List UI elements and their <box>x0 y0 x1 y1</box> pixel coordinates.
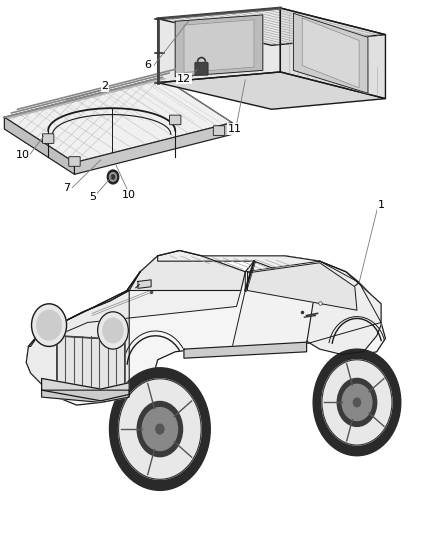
Polygon shape <box>184 342 307 358</box>
Circle shape <box>353 398 360 407</box>
Circle shape <box>322 360 392 445</box>
Polygon shape <box>59 290 241 335</box>
Text: 11: 11 <box>227 124 241 134</box>
Polygon shape <box>247 263 357 310</box>
Circle shape <box>313 349 401 456</box>
Text: 12: 12 <box>177 74 191 84</box>
Circle shape <box>103 318 123 343</box>
Circle shape <box>137 401 183 457</box>
Circle shape <box>119 379 201 479</box>
Circle shape <box>337 378 377 426</box>
FancyBboxPatch shape <box>170 115 181 125</box>
Circle shape <box>98 312 128 349</box>
Polygon shape <box>158 251 359 293</box>
FancyBboxPatch shape <box>213 126 225 135</box>
Polygon shape <box>158 72 385 109</box>
Text: 10: 10 <box>16 150 30 159</box>
Polygon shape <box>280 8 385 99</box>
Polygon shape <box>138 280 151 288</box>
Circle shape <box>32 304 67 346</box>
Polygon shape <box>175 15 263 77</box>
Polygon shape <box>74 123 232 174</box>
Polygon shape <box>302 18 359 88</box>
Text: 5: 5 <box>89 192 96 202</box>
Polygon shape <box>158 8 385 45</box>
Circle shape <box>110 173 117 181</box>
Polygon shape <box>42 378 129 401</box>
Polygon shape <box>26 290 129 401</box>
Polygon shape <box>307 261 381 354</box>
Polygon shape <box>4 117 74 174</box>
Circle shape <box>110 368 210 490</box>
Circle shape <box>107 170 119 184</box>
Polygon shape <box>28 272 140 346</box>
Polygon shape <box>4 77 232 163</box>
FancyBboxPatch shape <box>195 62 208 75</box>
Polygon shape <box>127 251 245 290</box>
FancyBboxPatch shape <box>42 134 54 143</box>
Text: 2: 2 <box>102 82 109 91</box>
Circle shape <box>111 175 115 179</box>
Polygon shape <box>42 390 129 402</box>
Text: 6: 6 <box>145 60 152 70</box>
Circle shape <box>342 384 372 421</box>
Polygon shape <box>158 8 280 83</box>
Text: 10: 10 <box>122 190 136 199</box>
Text: 1: 1 <box>378 200 385 210</box>
Polygon shape <box>57 336 125 400</box>
Circle shape <box>156 424 164 434</box>
Polygon shape <box>184 20 254 72</box>
Polygon shape <box>293 13 368 93</box>
Text: 7: 7 <box>63 183 70 192</box>
Circle shape <box>142 408 177 450</box>
FancyBboxPatch shape <box>69 157 80 166</box>
Polygon shape <box>232 261 381 348</box>
Circle shape <box>37 310 61 340</box>
Polygon shape <box>26 251 385 405</box>
